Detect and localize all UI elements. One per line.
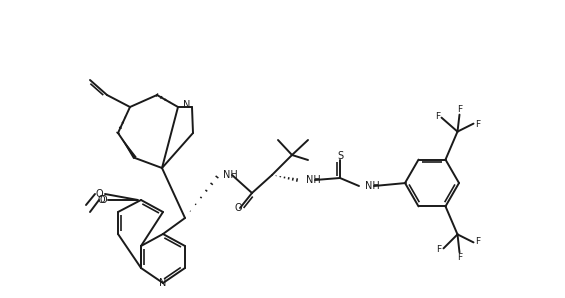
Text: NH: NH (365, 181, 380, 191)
Text: O: O (99, 195, 107, 205)
Text: NH: NH (223, 170, 238, 180)
Text: F: F (435, 112, 440, 121)
Text: F: F (457, 105, 462, 114)
Text: N: N (159, 278, 167, 288)
Text: F: F (457, 253, 462, 262)
Text: N: N (183, 100, 190, 110)
Text: O: O (234, 203, 242, 213)
Text: O: O (97, 195, 105, 205)
Text: S: S (337, 151, 343, 161)
Text: F: F (475, 120, 480, 129)
Text: F: F (436, 245, 441, 254)
Text: O: O (95, 189, 103, 199)
Polygon shape (118, 133, 137, 159)
Text: NH: NH (306, 175, 321, 185)
Text: F: F (475, 237, 480, 246)
